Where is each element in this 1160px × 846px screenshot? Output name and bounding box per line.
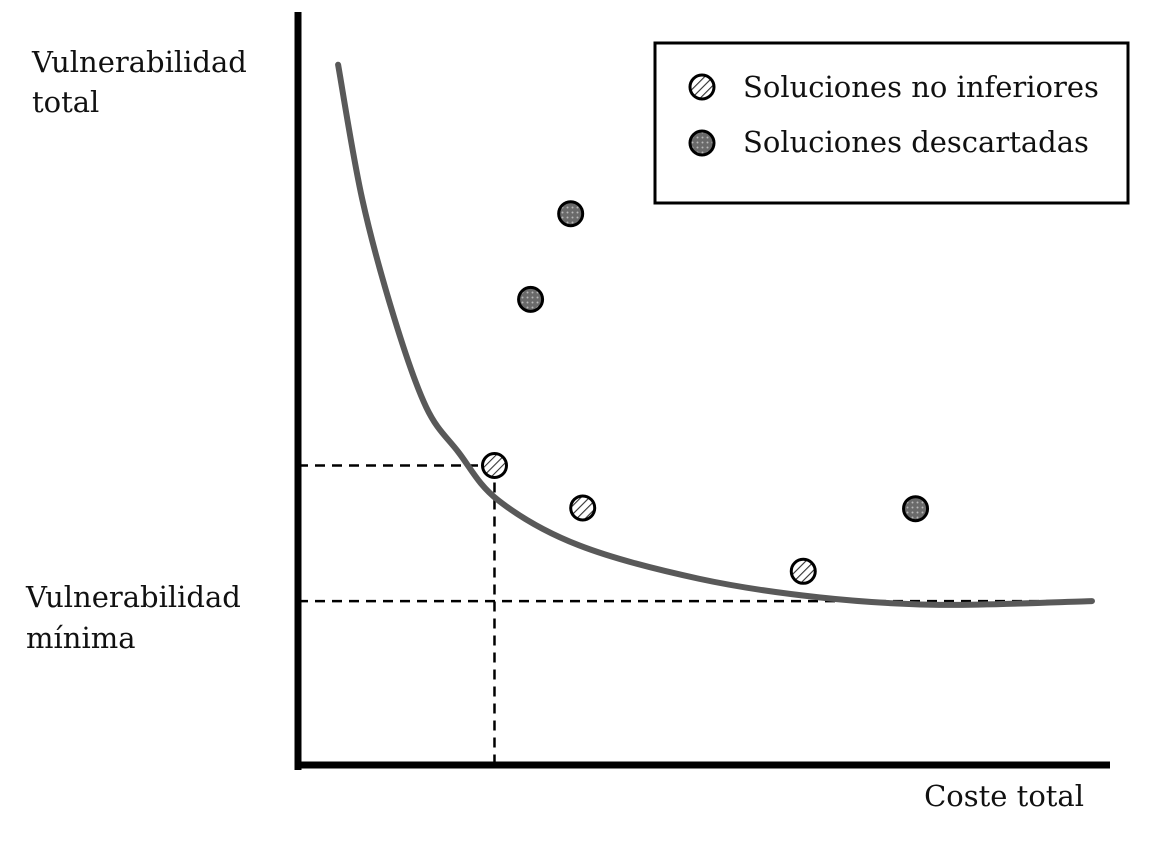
axes xyxy=(294,12,1110,770)
frontier-curve xyxy=(335,61,1095,608)
point-descartada-3 xyxy=(902,495,930,523)
point-descartada-2 xyxy=(517,285,545,313)
legend-label-descartadas: Soluciones descartadas xyxy=(743,125,1089,159)
x-axis-label: Coste total xyxy=(924,779,1084,813)
y-axis-label-line-1: Vulnerabilidad xyxy=(31,45,247,79)
legend: Soluciones no inferiores Soluciones desc… xyxy=(653,41,1130,205)
legend-marker-no-inferiores xyxy=(688,73,716,101)
data-points xyxy=(480,200,930,585)
point-no-inferior-1 xyxy=(480,452,508,480)
legend-marker-descartadas xyxy=(688,129,716,157)
point-descartada-1 xyxy=(557,200,585,228)
point-no-inferior-2 xyxy=(569,494,597,522)
y-axis-label-line-2: total xyxy=(32,85,99,119)
frontier-curve-layer xyxy=(335,61,1095,608)
reference-label-line-1: Vulnerabilidad xyxy=(25,580,241,614)
legend-label-no-inferiores: Soluciones no inferiores xyxy=(743,70,1099,104)
reference-label-line-2: mínima xyxy=(26,621,136,655)
point-no-inferior-3 xyxy=(789,557,817,585)
reference-lines xyxy=(298,464,1088,765)
legend-box xyxy=(653,41,1130,205)
